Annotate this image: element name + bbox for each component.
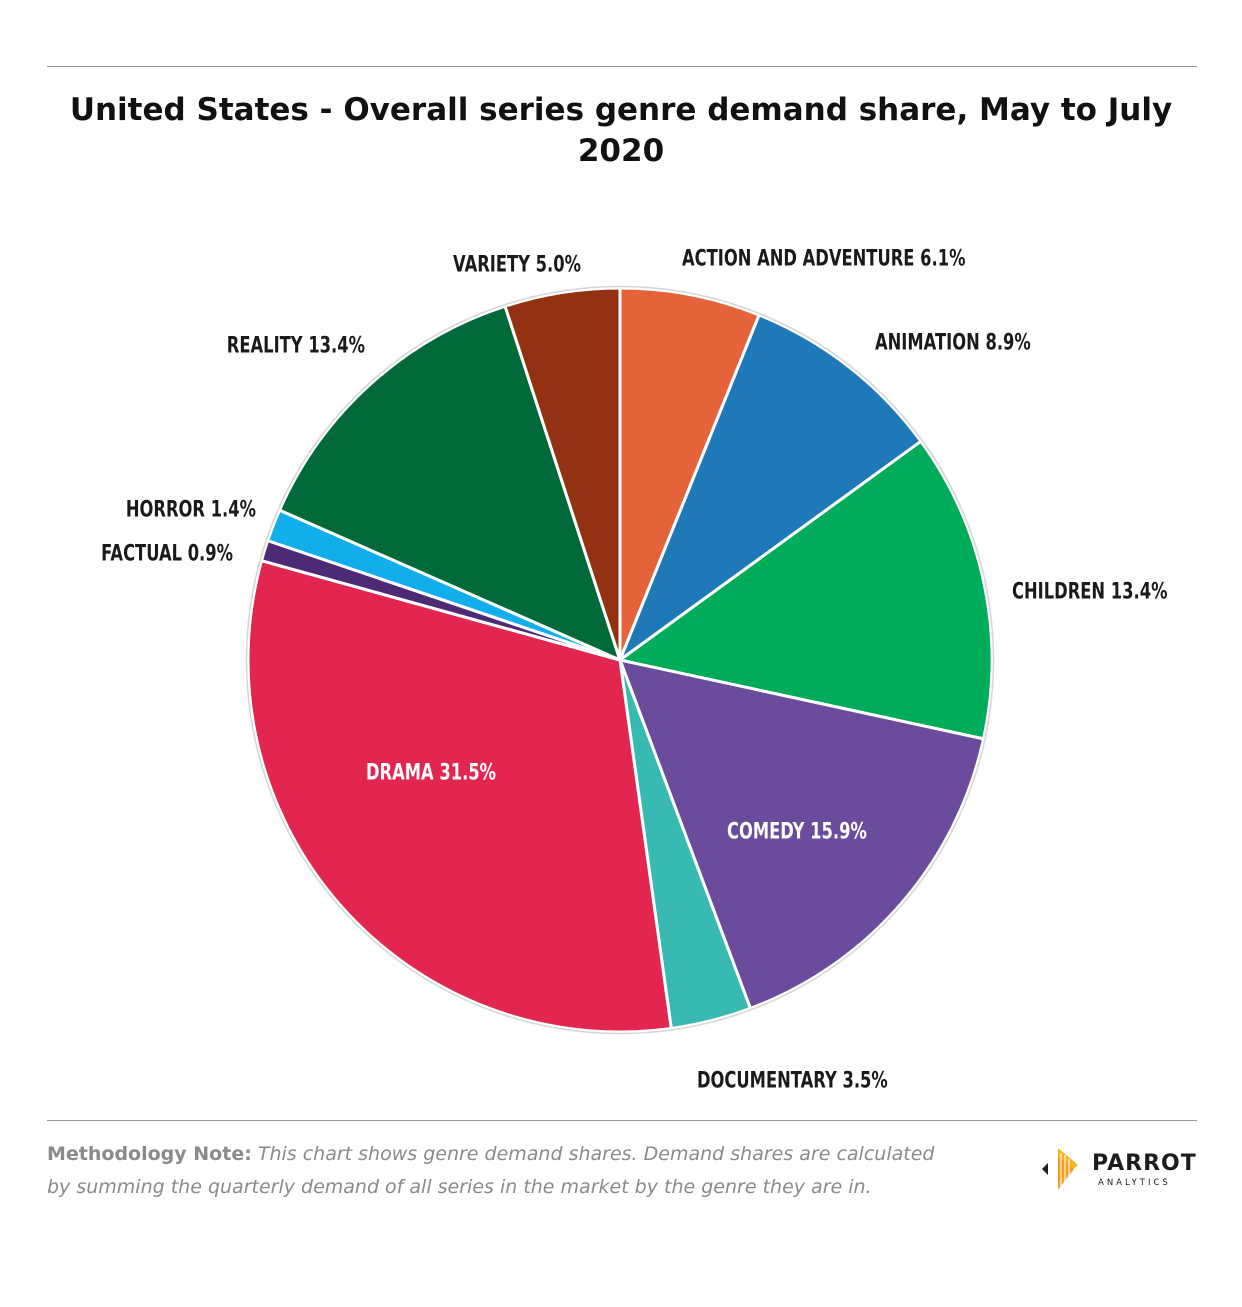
pie-slice-action-and-adventure xyxy=(618,286,761,662)
bottom-divider xyxy=(47,1120,1197,1121)
chart-title: United States - Overall series genre dem… xyxy=(69,92,1173,169)
parrot-analytics-logo: PARROT ANALYTICS xyxy=(1040,1145,1200,1195)
pie-slice-animation xyxy=(618,313,923,662)
pie-slice-children xyxy=(618,439,994,741)
pie-outline xyxy=(245,285,995,1035)
pie-slice-reality xyxy=(278,304,622,662)
brand-subtitle: ANALYTICS xyxy=(1098,1178,1171,1188)
slice-label-horror: HORROR 1.4% xyxy=(126,496,256,522)
slice-label-children: CHILDREN 13.4% xyxy=(1012,578,1168,604)
slice-label-animation: ANIMATION 8.9% xyxy=(875,329,1031,355)
slice-label-documentary: DOCUMENTARY 3.5% xyxy=(697,1067,888,1093)
parrot-logo-icon xyxy=(1042,1148,1078,1190)
slice-label-reality: REALITY 13.4% xyxy=(227,332,365,358)
brand-name: PARROT xyxy=(1092,1151,1197,1176)
slice-label-factual: FACTUAL 0.9% xyxy=(101,540,233,566)
methodology-note-body: This chart shows genre demand shares. De… xyxy=(47,1143,935,1198)
slice-label-action-and-adventure: ACTION AND ADVENTURE 6.1% xyxy=(682,245,966,271)
slice-label-variety: VARIETY 5.0% xyxy=(453,251,581,277)
pie-slice-variety xyxy=(503,286,622,662)
slice-label-drama: DRAMA 31.5% xyxy=(366,759,496,785)
top-divider xyxy=(47,66,1197,67)
methodology-note-lead: Methodology Note: xyxy=(47,1143,252,1165)
pie-slice-comedy xyxy=(618,658,986,1010)
pie-slice-drama xyxy=(246,559,673,1034)
slice-label-comedy: COMEDY 15.9% xyxy=(727,818,867,844)
pie-chart: ACTION AND ADVENTURE 6.1% ANIMATION 8.9% C… xyxy=(101,245,1168,1093)
methodology-note: Methodology Note: This chart shows genre… xyxy=(47,1138,947,1204)
